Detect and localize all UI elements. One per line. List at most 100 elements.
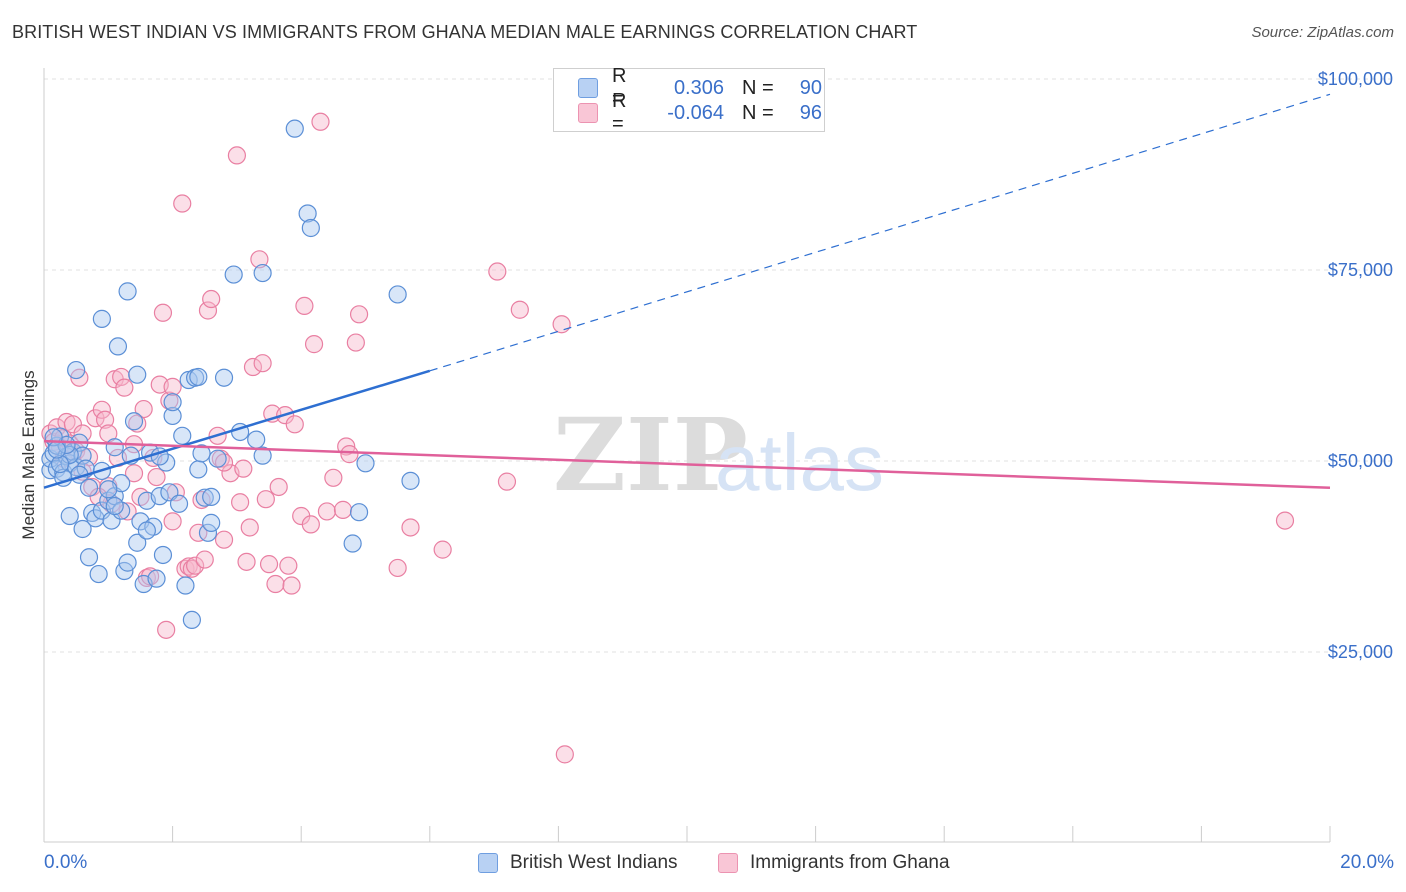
ghana-point — [231, 493, 250, 512]
bwi-point — [60, 506, 79, 526]
ghana-point — [163, 377, 182, 396]
y-tick-label: $75,000 — [1328, 260, 1393, 280]
legend-n-label: N = — [742, 101, 774, 124]
ghana-point — [488, 262, 507, 281]
ghana-point — [1275, 511, 1295, 530]
ghana-point — [237, 552, 256, 571]
bwi-point — [208, 449, 227, 468]
bottom-legend-ghana: Immigrants from Ghana — [718, 852, 950, 874]
bwi-point — [73, 519, 92, 539]
bwi-point — [192, 444, 211, 463]
axes — [43, 68, 1331, 843]
y-tick-label: $100,000 — [1318, 69, 1393, 89]
legend-swatch-ghana — [578, 103, 598, 123]
watermark-zip: ZIP — [553, 396, 748, 514]
bwi-point — [214, 368, 234, 387]
ghana-point — [202, 289, 221, 309]
bwi-point — [102, 511, 121, 530]
bwi-point — [86, 509, 105, 528]
bwi-point — [150, 487, 169, 506]
ghana-trend-line — [43, 439, 1331, 489]
legend-swatch-bwi — [578, 78, 598, 98]
ghana-point — [189, 523, 208, 542]
bwi-point — [105, 438, 124, 457]
bwi-point — [202, 513, 221, 532]
legend-r-value: 0.306 — [673, 76, 724, 99]
bwi-point — [128, 533, 147, 552]
bottom-legend-label-bwi: British West Indians — [510, 852, 678, 873]
bwi-point — [224, 265, 243, 284]
x-axis-max-label: 20.0% — [1340, 852, 1394, 873]
ghana-point — [240, 518, 259, 537]
ghana-point — [227, 146, 246, 165]
correlation-legend: R = 0.306 N = 90 R = -0.064 N = 96 — [553, 65, 825, 135]
ghana-point — [195, 550, 214, 569]
ghana-point — [282, 576, 301, 595]
bwi-points — [41, 119, 420, 630]
ghana-point — [259, 555, 279, 574]
bwi-point — [202, 487, 221, 507]
legend-row-bwi: R = 0.306 N = 90 — [578, 65, 822, 110]
bwi-point — [79, 478, 99, 497]
ghana-point — [157, 620, 176, 639]
bwi-point — [118, 553, 137, 572]
ghana-point — [346, 333, 365, 352]
ghana-point — [285, 415, 304, 434]
bwi-point — [89, 564, 108, 584]
ghana-point — [124, 464, 144, 483]
ghana-point — [256, 490, 275, 509]
ghana-point — [301, 515, 320, 534]
bwi-point — [128, 365, 147, 384]
bwi-point — [124, 412, 144, 431]
ghana-points — [41, 112, 1295, 764]
bottom-legend-label-ghana: Immigrants from Ghana — [750, 852, 950, 873]
bwi-point — [105, 496, 124, 516]
legend-r-label: R = — [612, 65, 627, 110]
bwi-point — [247, 430, 266, 449]
y-tick-label: $25,000 — [1328, 642, 1393, 662]
legend-row-ghana: R = -0.064 N = 96 — [578, 90, 822, 135]
ghana-point — [311, 112, 330, 131]
bwi-point — [285, 119, 304, 138]
bwi-point — [195, 488, 214, 507]
y-axis-label: Median Male Earnings — [19, 370, 38, 539]
bwi-point — [356, 454, 375, 473]
ghana-point — [182, 559, 201, 578]
bottom-legend-swatch-ghana — [718, 853, 738, 873]
ghana-point — [324, 468, 343, 487]
bwi-point — [198, 523, 218, 542]
bwi-point — [349, 503, 369, 522]
bwi-point — [189, 460, 208, 479]
bwi-trend-extension — [429, 93, 1331, 372]
ghana-point — [388, 558, 407, 578]
bwi-point — [176, 576, 195, 595]
ghana-point — [95, 410, 115, 429]
ghana-point — [243, 357, 263, 377]
ghana-point — [134, 399, 153, 419]
bwi-point — [163, 406, 182, 426]
trend-lines — [43, 93, 1331, 489]
ghana-point — [497, 472, 517, 491]
ghana-point — [163, 512, 182, 531]
ghana-point — [92, 400, 111, 419]
bwi-point — [50, 454, 70, 474]
legend-n-value: 90 — [799, 76, 822, 99]
bwi-point — [301, 218, 320, 238]
bwi-point — [118, 282, 137, 301]
ghana-point — [269, 477, 288, 497]
bwi-point — [253, 263, 272, 283]
ghana-point — [173, 194, 192, 213]
bwi-point — [173, 426, 192, 445]
ghana-point — [250, 250, 269, 269]
x-axis-min-label: 0.0% — [44, 852, 88, 873]
bwi-trend-line — [43, 369, 431, 489]
bwi-point — [79, 548, 99, 567]
bwi-point — [182, 610, 201, 630]
bottom-legend-swatch-bwi — [478, 853, 498, 873]
ghana-point — [510, 300, 529, 319]
ghana-point — [555, 745, 574, 764]
bwi-point — [92, 309, 111, 328]
bwi-point — [47, 440, 66, 459]
ghana-point — [279, 556, 298, 575]
bwi-point — [189, 367, 208, 387]
